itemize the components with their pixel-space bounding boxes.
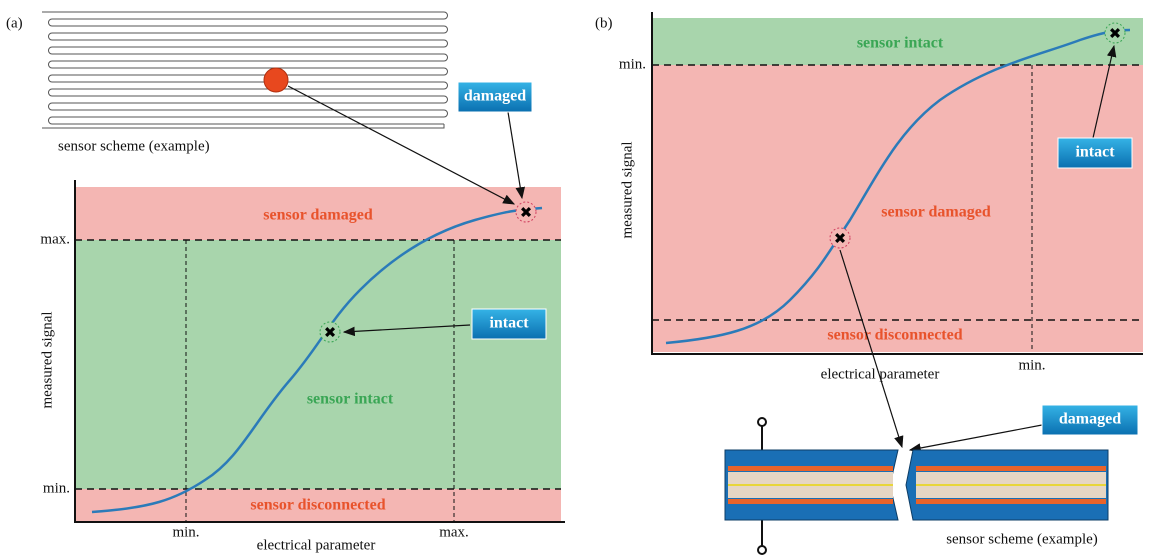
y-tick-label: min. [619, 56, 646, 72]
x-axis-label: electrical parameter [257, 537, 376, 553]
panel-label: (b) [595, 15, 613, 31]
shape [916, 499, 1106, 504]
x-tick-label: min. [172, 524, 199, 540]
region-label: sensor intact [307, 391, 394, 408]
y-axis-label: measured signal [39, 311, 55, 408]
scheme-caption: sensor scheme (example) [58, 138, 210, 154]
arrow [910, 425, 1042, 450]
x-axis-label: electrical parameter [821, 366, 940, 382]
callout-text: damaged [464, 88, 526, 105]
marker-x: ✖ [834, 230, 847, 248]
scheme-caption: sensor scheme (example) [946, 531, 1098, 547]
damage-spot [264, 68, 288, 92]
callout-text: intact [489, 315, 529, 332]
marker-x: ✖ [324, 324, 337, 342]
region-label: sensor disconnected [250, 497, 385, 514]
figure: (a) sensor scheme (example) sensor damag… [0, 0, 1149, 556]
shape [728, 499, 893, 504]
shape [758, 418, 766, 426]
x-tick-label: min. [1018, 357, 1045, 373]
shape [728, 466, 893, 471]
serpentine-sensor [42, 12, 448, 128]
shape [916, 484, 1106, 486]
shape [728, 484, 893, 486]
arrow [508, 112, 522, 198]
region-label: sensor disconnected [827, 327, 962, 344]
marker-x: ✖ [520, 204, 533, 222]
y-tick-label: min. [43, 480, 70, 496]
marker-x: ✖ [1109, 25, 1122, 43]
region-label: sensor damaged [881, 204, 991, 221]
region-label: sensor intact [857, 35, 944, 52]
serpentine-trace [42, 12, 448, 128]
panel-label: (a) [6, 15, 23, 31]
shape [758, 546, 766, 554]
shape [916, 466, 1106, 471]
callout-text: intact [1075, 144, 1115, 161]
panel-b: (b) sensor intact sensor damaged sensor … [595, 12, 1143, 554]
x-tick-label: max. [439, 524, 469, 540]
panel-a: (a) sensor scheme (example) sensor damag… [6, 12, 565, 553]
y-axis-label: measured signal [619, 141, 635, 238]
y-tick-label: max. [40, 231, 70, 247]
region-intact [75, 240, 561, 489]
callout-text: damaged [1059, 411, 1121, 428]
region-label: sensor damaged [263, 207, 373, 224]
